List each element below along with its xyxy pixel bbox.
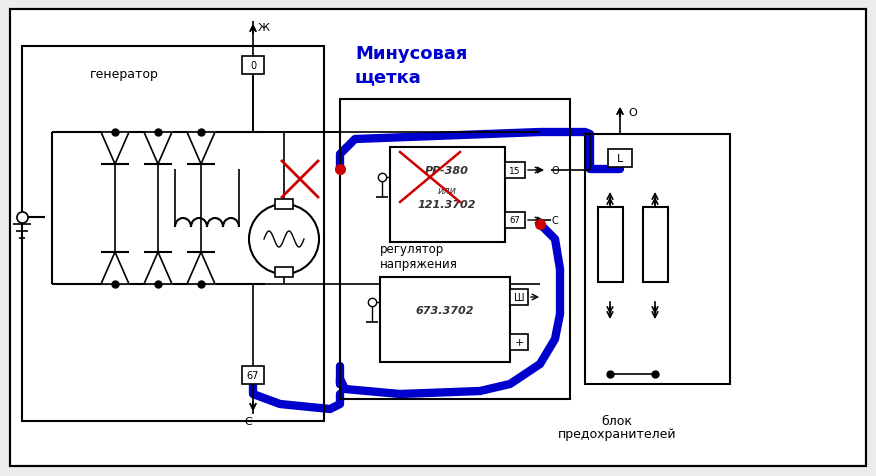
Polygon shape bbox=[144, 252, 172, 284]
Text: блок: блок bbox=[602, 414, 632, 427]
Polygon shape bbox=[187, 133, 215, 165]
Bar bbox=[585, 135, 730, 384]
Text: O: O bbox=[628, 108, 637, 118]
Text: L: L bbox=[617, 154, 623, 164]
Bar bbox=[510, 289, 528, 306]
Text: Ш: Ш bbox=[513, 292, 524, 302]
Bar bbox=[390, 148, 505, 242]
Polygon shape bbox=[101, 133, 129, 165]
Text: PP-380: PP-380 bbox=[425, 166, 469, 176]
Bar bbox=[275, 268, 293, 278]
Text: 121.3702: 121.3702 bbox=[418, 199, 477, 209]
Bar bbox=[505, 213, 525, 228]
Bar bbox=[22, 47, 324, 421]
Text: O: O bbox=[551, 166, 559, 176]
Circle shape bbox=[249, 205, 319, 275]
Text: Ж: Ж bbox=[258, 23, 270, 33]
Text: генератор: генератор bbox=[90, 68, 159, 81]
Bar bbox=[242, 57, 264, 75]
Bar bbox=[275, 199, 293, 209]
Text: напряжения: напряжения bbox=[380, 258, 458, 270]
Polygon shape bbox=[101, 252, 129, 284]
Bar bbox=[380, 278, 510, 362]
Text: щетка: щетка bbox=[355, 68, 421, 86]
Text: 15: 15 bbox=[509, 166, 520, 175]
Text: C: C bbox=[551, 216, 558, 226]
Text: 673.3702: 673.3702 bbox=[416, 306, 474, 315]
Bar bbox=[505, 163, 525, 178]
Bar bbox=[510, 334, 528, 350]
Text: 0: 0 bbox=[250, 61, 256, 71]
Bar bbox=[598, 208, 623, 282]
Text: или: или bbox=[437, 186, 456, 196]
Text: регулятор: регулятор bbox=[380, 242, 444, 256]
Bar bbox=[340, 100, 570, 399]
Text: 67: 67 bbox=[247, 370, 259, 380]
Text: Минусовая: Минусовая bbox=[355, 45, 468, 63]
Bar bbox=[643, 208, 668, 282]
Text: предохранителей: предохранителей bbox=[558, 427, 676, 440]
Bar bbox=[242, 366, 264, 384]
Text: C: C bbox=[244, 416, 252, 426]
Polygon shape bbox=[187, 252, 215, 284]
Text: +: + bbox=[514, 337, 524, 347]
Bar bbox=[608, 149, 632, 168]
Polygon shape bbox=[144, 133, 172, 165]
Text: 67: 67 bbox=[510, 216, 520, 225]
